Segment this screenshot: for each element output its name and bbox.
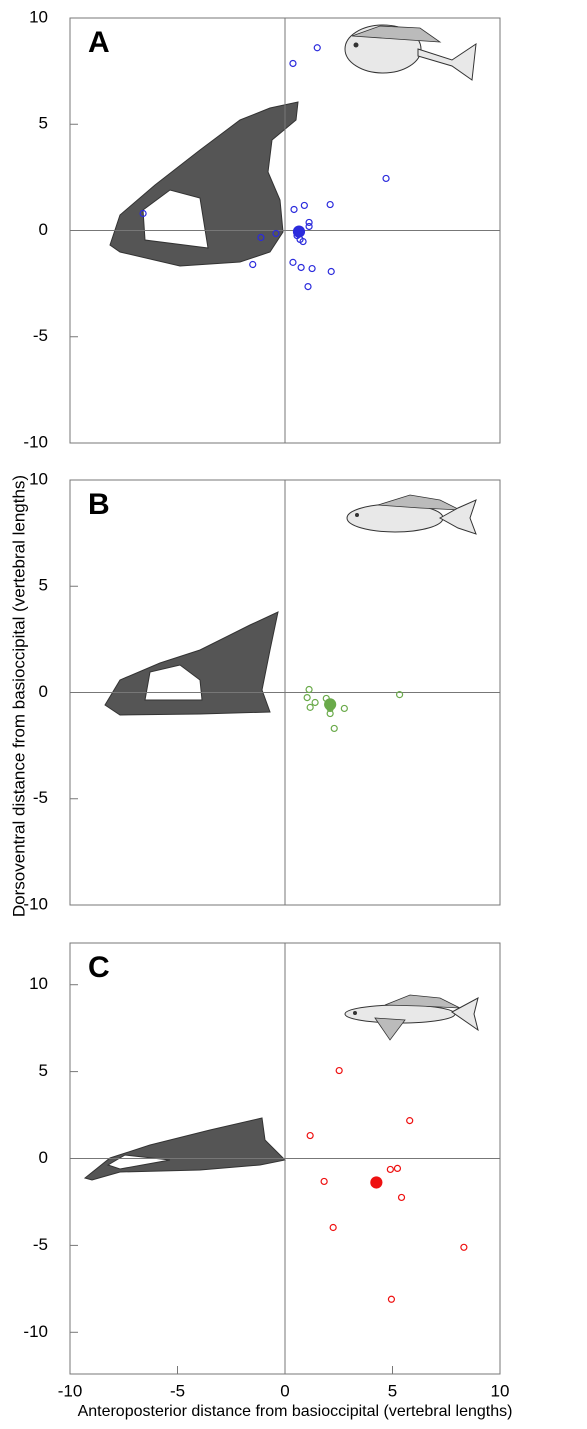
point	[250, 262, 256, 268]
point	[306, 223, 312, 229]
point	[330, 1224, 336, 1230]
point	[298, 264, 304, 270]
fish-eye	[355, 513, 359, 517]
point	[305, 284, 311, 290]
y-tick-label: 0	[39, 1148, 48, 1167]
point	[327, 202, 333, 208]
fish-b	[347, 495, 476, 534]
x-tick-label: -5	[170, 1381, 185, 1400]
point	[407, 1118, 413, 1124]
point	[312, 699, 318, 705]
point	[387, 1166, 393, 1172]
y-tick-label: 10	[29, 469, 48, 488]
point	[290, 259, 296, 265]
skull-c	[85, 1118, 285, 1180]
point	[341, 705, 347, 711]
fish-eye	[354, 43, 359, 48]
point	[306, 687, 312, 693]
y-axis-label: Dorsoventral distance from basioccipital…	[9, 475, 28, 917]
panel-letter: B	[88, 488, 110, 521]
point	[321, 1178, 327, 1184]
figure: -10 -5 0 5 10 A -10 -5 0 5 10 B Dorsoventral distanc…	[0, 0, 587, 1424]
y-tick-label: 5	[39, 576, 48, 595]
point	[394, 1165, 400, 1171]
point	[331, 725, 337, 731]
point	[336, 1068, 342, 1074]
x-tick-label: -10	[58, 1381, 83, 1400]
fish-a	[345, 25, 476, 80]
y-tick-label: 0	[39, 220, 48, 239]
x-tick-label: 10	[491, 1381, 510, 1400]
y-tick-label: -5	[33, 1235, 48, 1254]
y-tick-label: 10	[29, 7, 48, 26]
mean-point	[371, 1177, 382, 1188]
point	[461, 1244, 467, 1250]
fish-eye	[353, 1011, 357, 1015]
point	[307, 704, 313, 710]
point	[399, 1194, 405, 1200]
y-tick-label: -5	[33, 788, 48, 807]
y-tick-label: 0	[39, 682, 48, 701]
panel-letter: C	[88, 951, 110, 984]
skull-a	[110, 102, 298, 266]
point	[304, 695, 310, 701]
skull-b	[105, 612, 278, 715]
point	[301, 202, 307, 208]
point	[309, 266, 315, 272]
point	[383, 175, 389, 181]
point	[388, 1296, 394, 1302]
mean-point	[293, 226, 304, 237]
y-tick-label: 10	[29, 974, 48, 993]
x-tick-label: 5	[388, 1381, 397, 1400]
point	[291, 206, 297, 212]
point	[314, 45, 320, 51]
x-axis-label: Anteroposterior distance from basioccipi…	[78, 1403, 513, 1420]
y-tick-label: -10	[23, 432, 48, 451]
page: {"chart_data": [ {"type": "scatter", "la…	[0, 0, 587, 1429]
x-tick-label: 0	[280, 1381, 289, 1400]
y-tick-label: -5	[33, 326, 48, 345]
point	[290, 60, 296, 66]
panel-letter: A	[88, 26, 110, 59]
y-tick-label: 5	[39, 114, 48, 133]
point	[328, 269, 334, 275]
y-tick-label: -10	[23, 1322, 48, 1341]
mean-point	[325, 699, 336, 710]
y-tick-label: 5	[39, 1061, 48, 1080]
point	[307, 1133, 313, 1139]
fish-c	[345, 995, 478, 1040]
